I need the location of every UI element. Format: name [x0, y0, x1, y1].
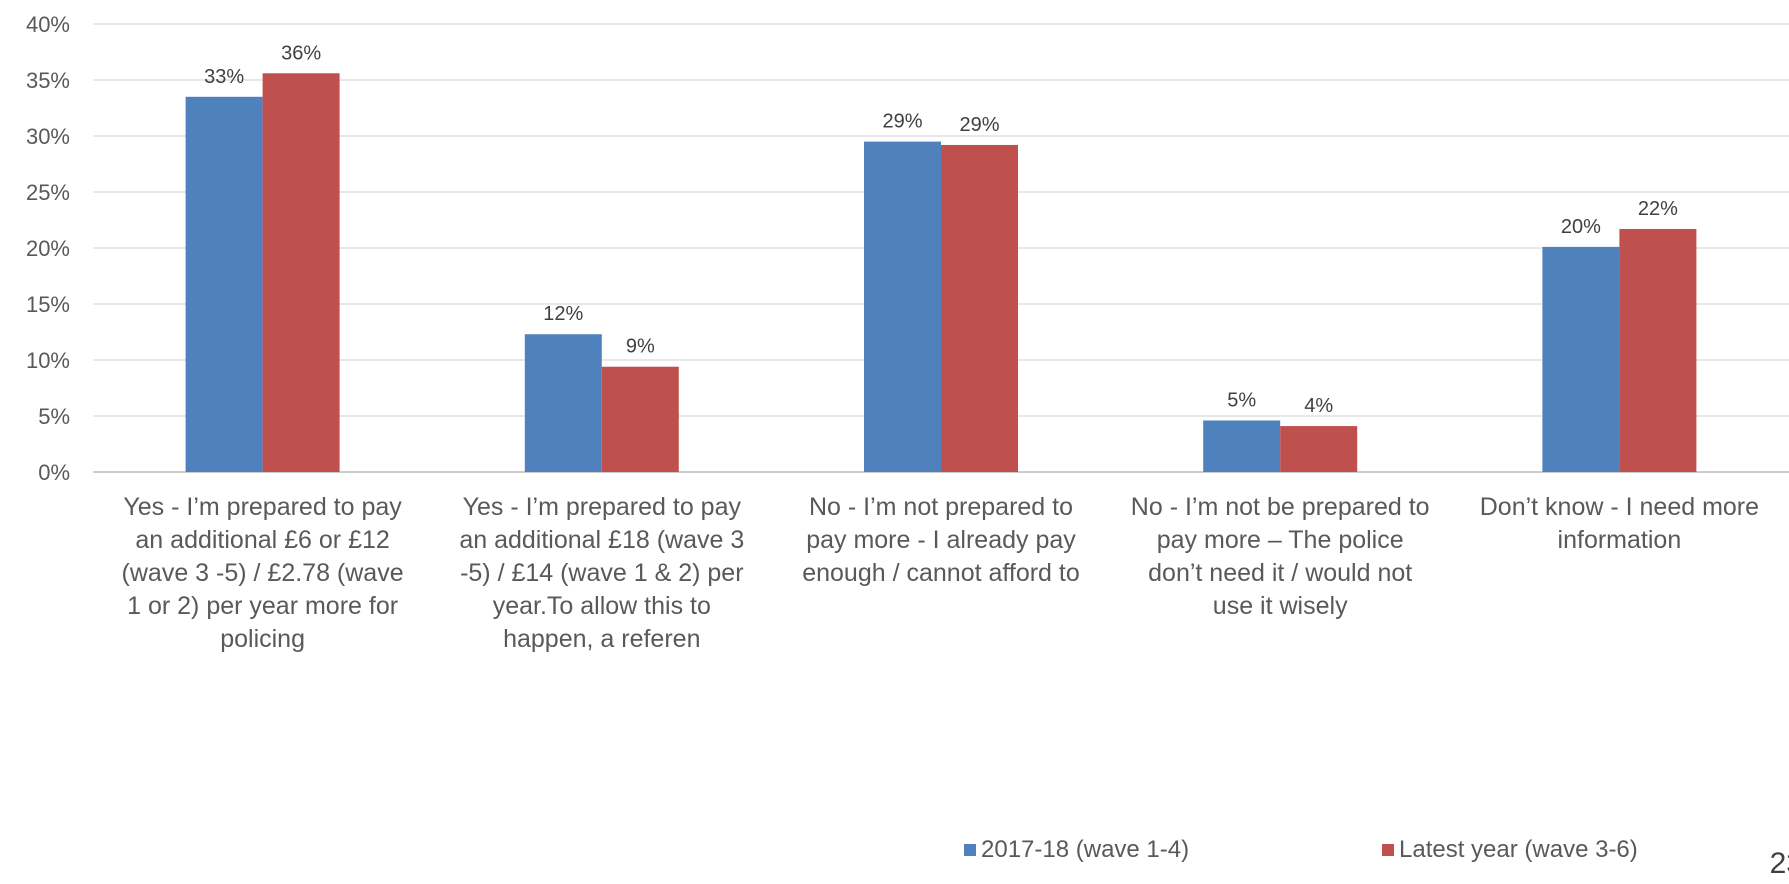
bar-series-1-cat-1: [185, 96, 263, 473]
x-category-label: Yes - I’m prepared to pay an additional …: [459, 493, 745, 653]
y-tick-label: 20%: [26, 236, 70, 261]
x-category-label: No - I’m not prepared to pay more - I al…: [802, 493, 1080, 587]
legend-swatch-series-2: [1382, 844, 1394, 856]
bars: [185, 73, 1697, 473]
data-label-series-2-cat-5: 22%: [1638, 198, 1678, 220]
bar-series-1-cat-3: [864, 141, 941, 472]
bar-series-2-cat-4: [1280, 426, 1358, 472]
data-label-series-2-cat-3: 29%: [959, 114, 999, 136]
data-label-series-2-cat-2: 9%: [626, 336, 655, 358]
data-label-series-1-cat-3: 29%: [882, 111, 922, 133]
data-label-series-2-cat-1: 36%: [281, 42, 321, 64]
y-tick-label: 5%: [38, 404, 70, 429]
legend-swatch-series-1: [964, 844, 976, 856]
bar-series-1-cat-4: [1203, 420, 1281, 472]
x-category-label: No - I’m not be prepared to pay more – T…: [1130, 493, 1430, 620]
y-tick-label: 0%: [38, 460, 70, 485]
data-labels: 33% 36% 12% 9% 29% 29% 5% 4% 20% 22%: [204, 42, 1678, 417]
y-tick-label: 40%: [26, 12, 70, 37]
x-category-label: Yes - I’m prepared to pay an additional …: [121, 493, 404, 653]
page-number: 23: [1769, 847, 1789, 880]
y-tick-label: 25%: [26, 180, 70, 205]
y-tick-label: 30%: [26, 124, 70, 149]
data-label-series-1-cat-1: 33%: [204, 66, 244, 88]
data-label-series-1-cat-2: 12%: [543, 303, 583, 325]
legend-item-series-2: Latest year (wave 3-6): [1382, 836, 1638, 864]
bar-series-2-cat-2: [601, 366, 679, 472]
y-axis-ticks: 0% 5% 10% 15% 20% 25% 30% 35% 40%: [26, 12, 70, 485]
legend-label-series-2: Latest year (wave 3-6): [1399, 836, 1638, 863]
bar-series-2-cat-1: [262, 73, 340, 472]
x-category-label: Don’t know - I need more information: [1479, 493, 1760, 554]
bar-series-1-cat-5: [1542, 246, 1620, 472]
y-tick-label: 15%: [26, 292, 70, 317]
legend-item-series-1: 2017-18 (wave 1-4): [964, 836, 1189, 864]
bar-series-1-cat-2: [524, 334, 602, 472]
data-label-series-1-cat-5: 20%: [1561, 216, 1601, 238]
data-label-series-1-cat-4: 5%: [1227, 389, 1256, 411]
y-tick-label: 10%: [26, 348, 70, 373]
bar-series-2-cat-5: [1619, 228, 1697, 472]
legend-label-series-1: 2017-18 (wave 1-4): [981, 836, 1190, 863]
y-tick-label: 35%: [26, 68, 70, 93]
bar-series-2-cat-3: [941, 144, 1018, 472]
data-label-series-2-cat-4: 4%: [1304, 395, 1333, 417]
